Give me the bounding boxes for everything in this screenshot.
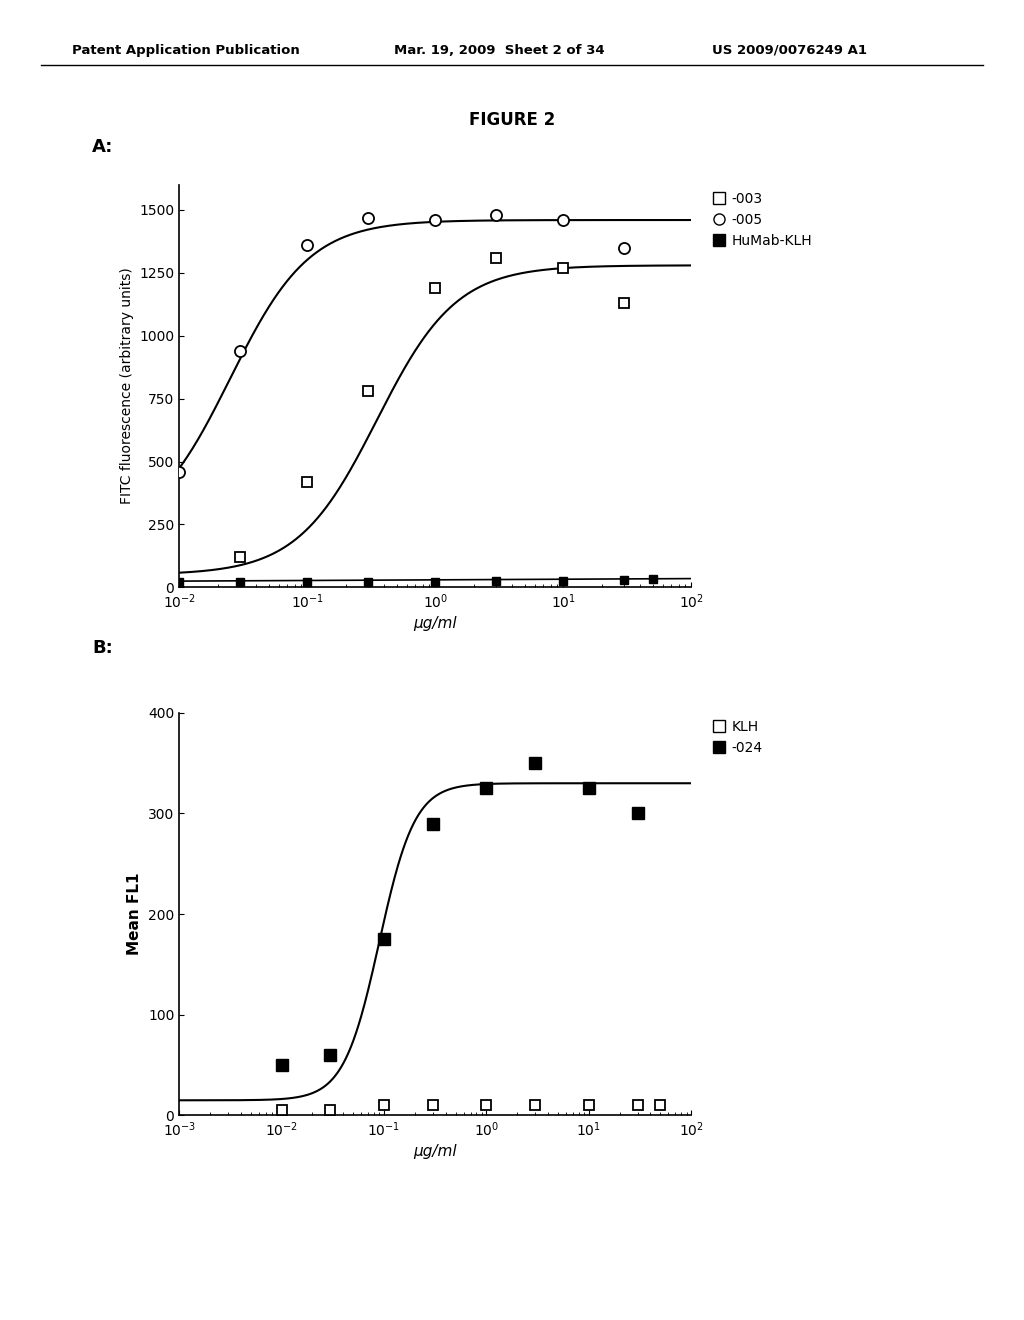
Legend: KLH, -024: KLH, -024: [714, 719, 763, 755]
Text: A:: A:: [92, 137, 114, 156]
X-axis label: μg/ml: μg/ml: [414, 1144, 457, 1159]
Text: B:: B:: [92, 639, 113, 657]
Text: FIGURE 2: FIGURE 2: [469, 111, 555, 129]
Y-axis label: FITC fluorescence (arbitrary units): FITC fluorescence (arbitrary units): [120, 268, 134, 504]
Legend: -003, -005, HuMab-KLH: -003, -005, HuMab-KLH: [714, 191, 812, 248]
X-axis label: μg/ml: μg/ml: [414, 616, 457, 631]
Text: Patent Application Publication: Patent Application Publication: [72, 44, 299, 57]
Text: US 2009/0076249 A1: US 2009/0076249 A1: [712, 44, 866, 57]
Text: Mar. 19, 2009  Sheet 2 of 34: Mar. 19, 2009 Sheet 2 of 34: [394, 44, 605, 57]
Y-axis label: Mean FL1: Mean FL1: [127, 873, 142, 956]
